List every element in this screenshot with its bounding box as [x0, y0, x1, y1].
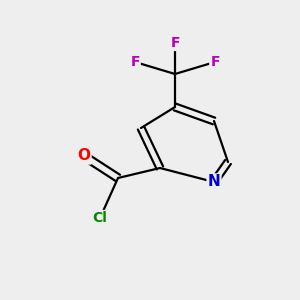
Text: F: F	[130, 55, 140, 69]
Text: F: F	[210, 55, 220, 69]
Text: O: O	[77, 148, 91, 164]
Text: F: F	[170, 36, 180, 50]
Text: N: N	[208, 175, 220, 190]
Text: Cl: Cl	[93, 211, 107, 225]
